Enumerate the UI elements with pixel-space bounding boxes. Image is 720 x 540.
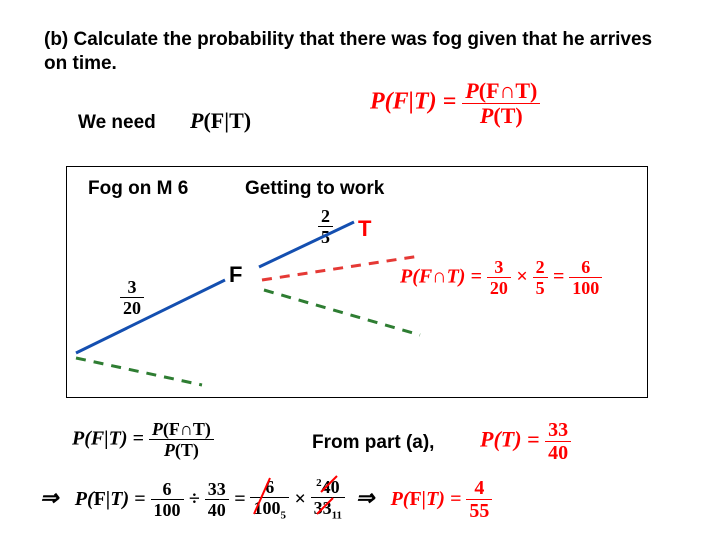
pt-value: P(T) = 33 40	[480, 420, 571, 463]
from-part-a: From part (a),	[312, 432, 434, 454]
pft-def-bottom: P(F|T) = P(F∩T) P(T)	[72, 420, 214, 459]
bottom-calc: ⇒ P(F|T) = 6100 ÷ 3340 = 61005 × 2403311…	[40, 478, 492, 522]
tree-svg	[0, 0, 720, 540]
